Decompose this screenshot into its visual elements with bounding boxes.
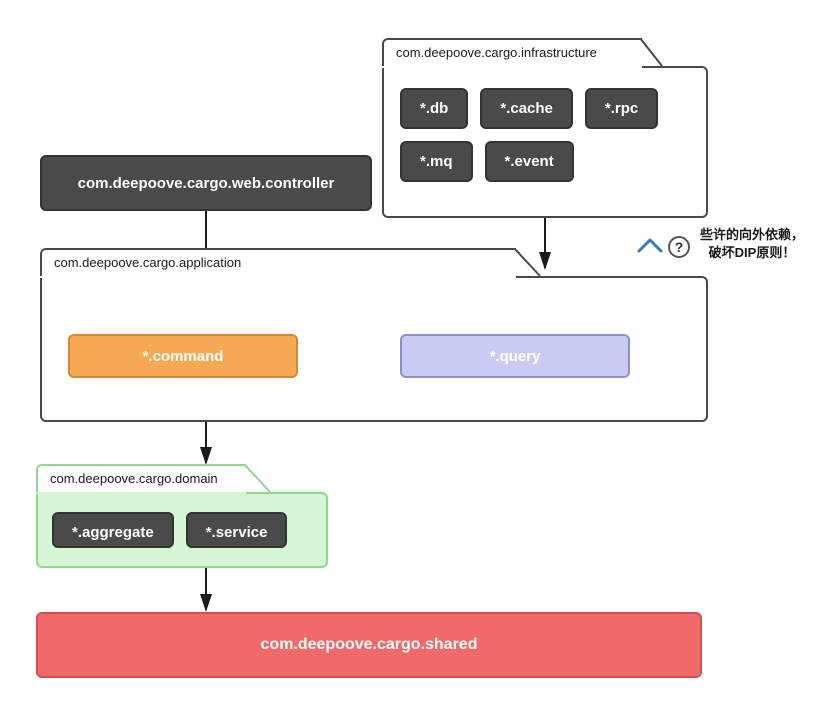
infrastructure-tab-text: com.deepoove.cargo.infrastructure <box>396 45 597 60</box>
application-tab-text: com.deepoove.cargo.application <box>54 255 241 270</box>
infrastructure-item: *.cache <box>480 88 573 129</box>
diagram-canvas: com.deepoove.cargo.web.controller com.de… <box>0 0 835 726</box>
shared-label: com.deepoove.cargo.shared <box>261 636 478 654</box>
domain-body: *.aggregate *.service <box>36 492 328 568</box>
annotation-text: 些许的向外依赖， 破坏DIP原则！ <box>700 226 804 262</box>
shared-box: com.deepoove.cargo.shared <box>36 612 702 678</box>
annotation-line1: 些许的向外依赖， <box>700 227 804 242</box>
query-box: *.query <box>400 334 630 378</box>
chevron-up-icon <box>636 236 664 256</box>
question-mark-icon: ? <box>668 236 690 258</box>
command-label: *.command <box>143 348 224 365</box>
application-tab-label: com.deepoove.cargo.application <box>40 248 516 276</box>
infrastructure-item: *.db <box>400 88 468 129</box>
domain-tab-label: com.deepoove.cargo.domain <box>36 464 246 492</box>
controller-box: com.deepoove.cargo.web.controller <box>40 155 372 211</box>
domain-item: *.service <box>186 512 288 548</box>
infrastructure-item: *.rpc <box>585 88 658 129</box>
domain-item: *.aggregate <box>52 512 174 548</box>
question-mark-text: ? <box>675 239 684 255</box>
controller-label: com.deepoove.cargo.web.controller <box>78 175 335 192</box>
command-box: *.command <box>68 334 298 378</box>
infrastructure-tab-label: com.deepoove.cargo.infrastructure <box>382 38 642 66</box>
infrastructure-item: *.mq <box>400 141 473 182</box>
infrastructure-item: *.event <box>485 141 574 182</box>
annotation-line2: 破坏DIP原则！ <box>709 245 796 260</box>
infrastructure-body: *.db *.cache *.rpc *.mq *.event <box>382 66 708 218</box>
query-label: *.query <box>490 348 541 365</box>
domain-tab-text: com.deepoove.cargo.domain <box>50 471 218 486</box>
